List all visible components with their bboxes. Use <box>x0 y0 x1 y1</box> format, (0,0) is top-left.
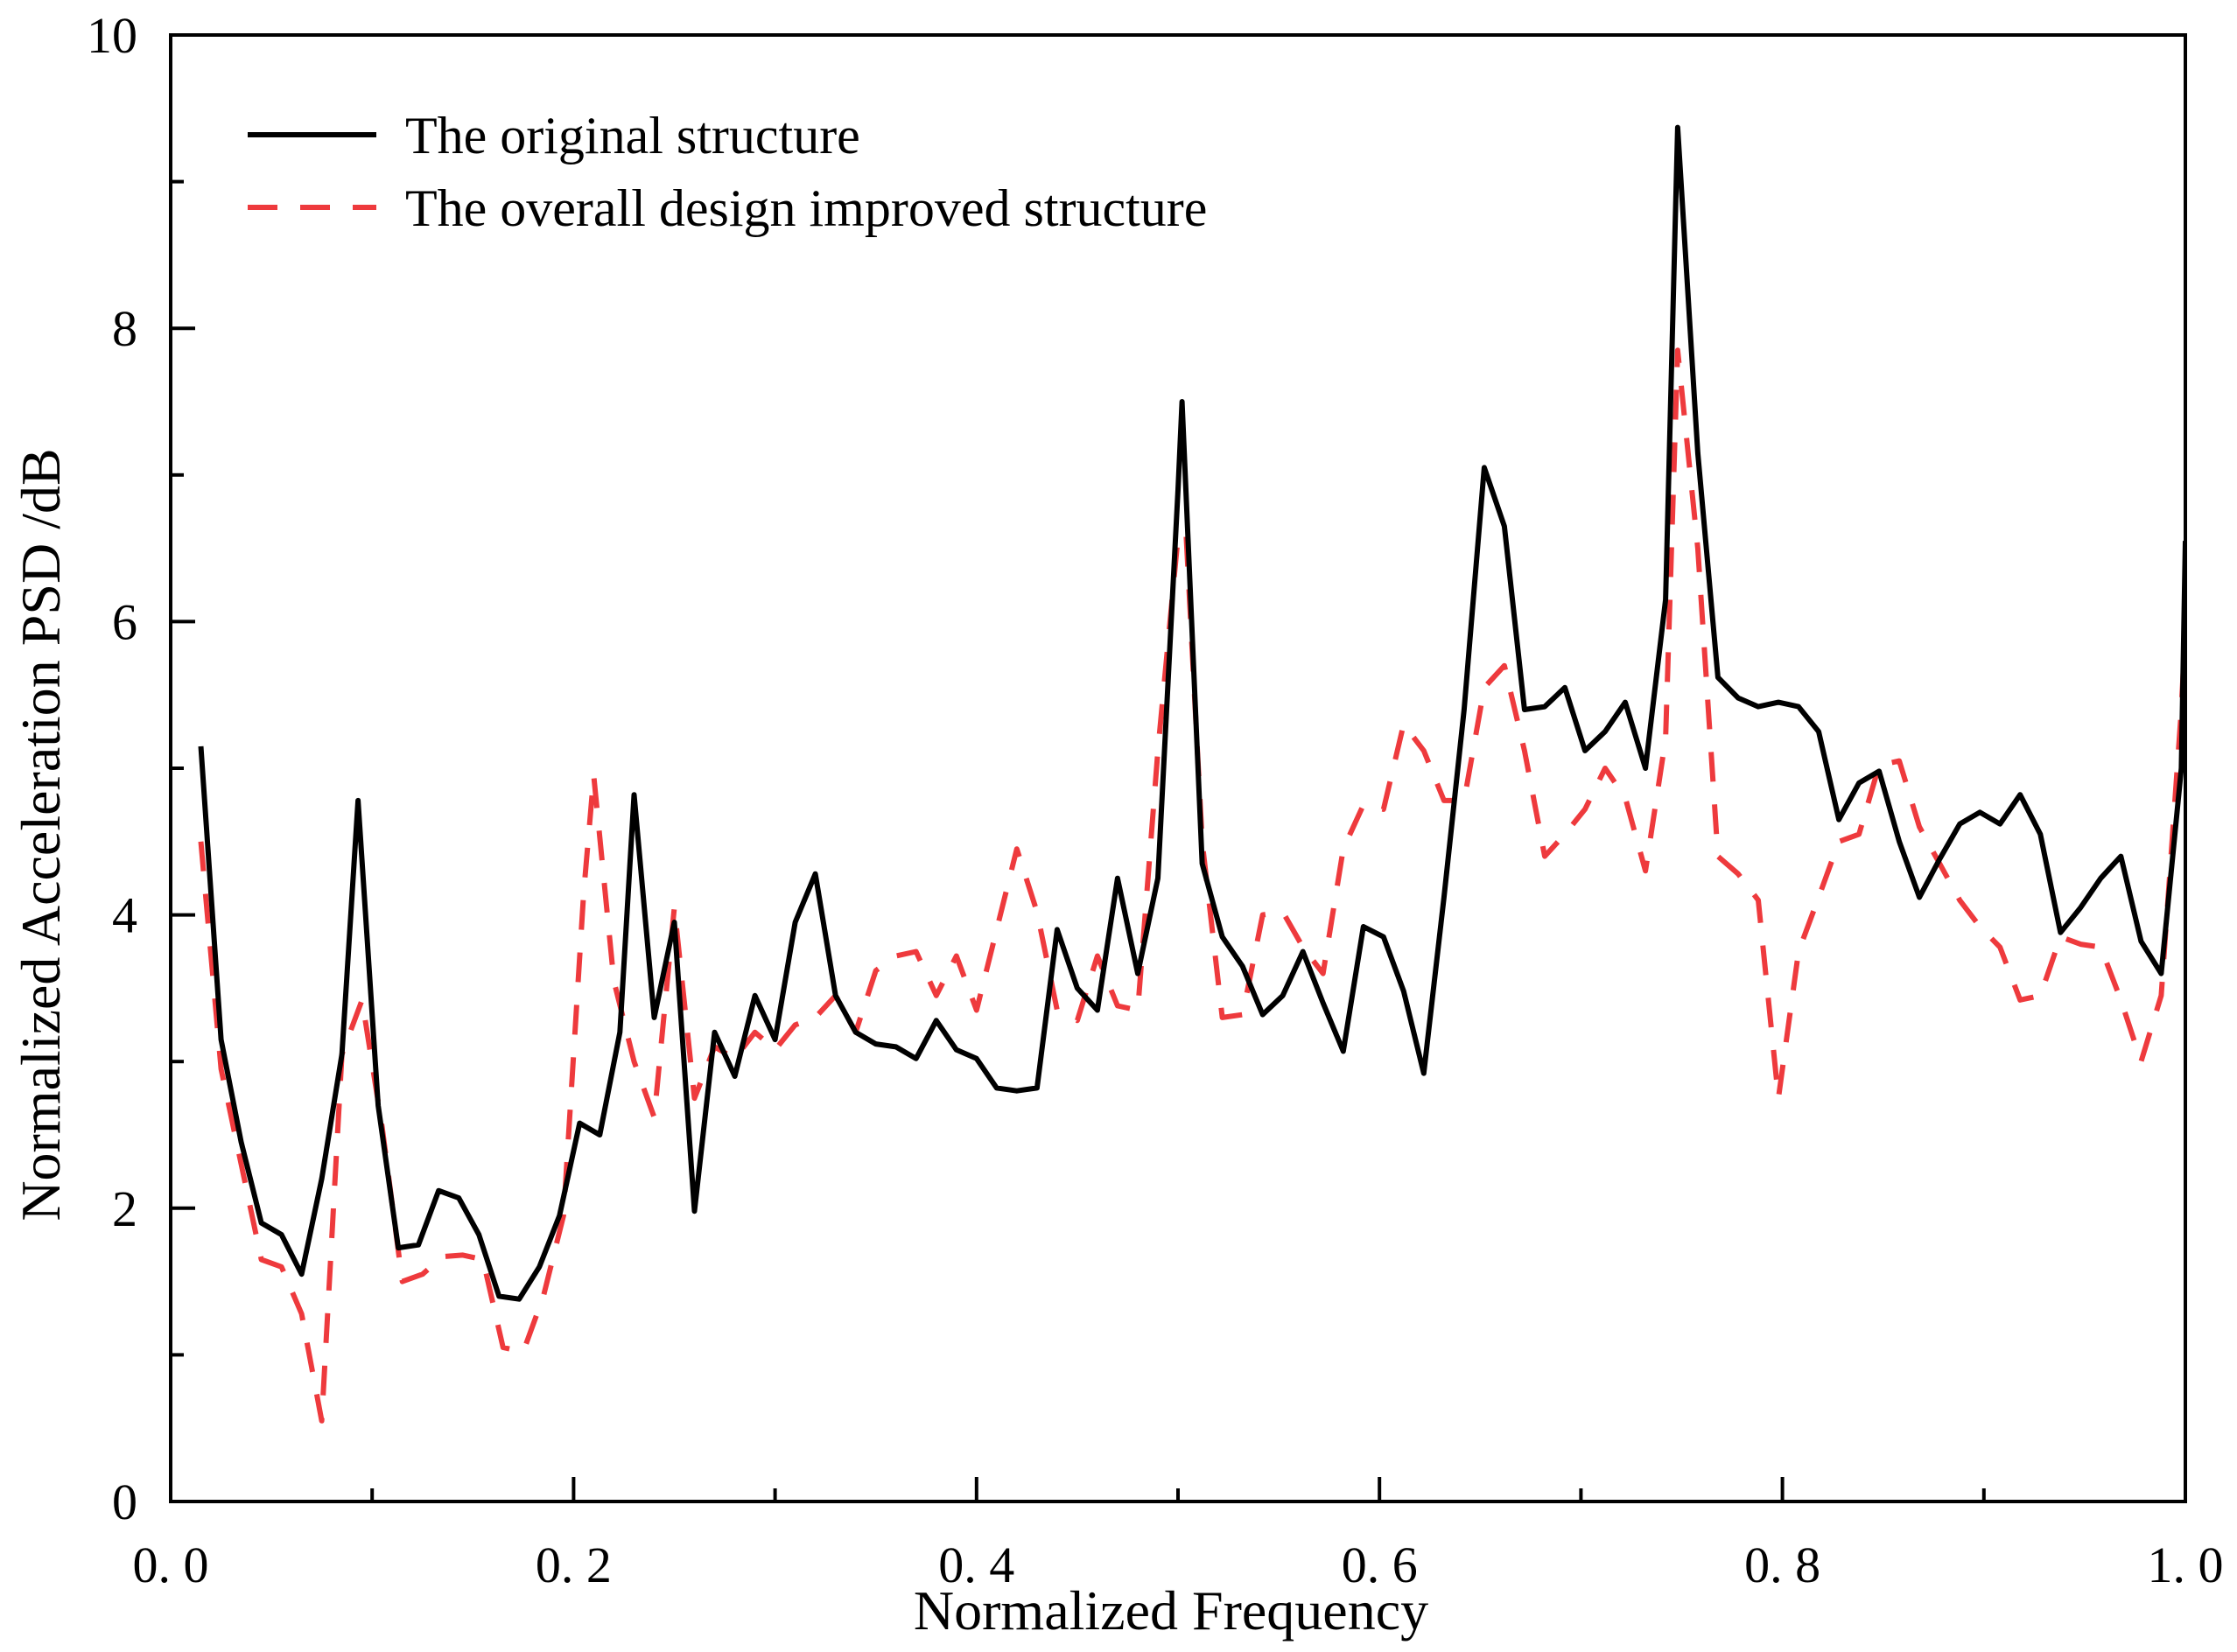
x-tick-label: 0. 8 <box>1744 1536 1820 1593</box>
x-tick-label: 0. 4 <box>938 1536 1014 1593</box>
series-line-original <box>198 124 2185 1302</box>
x-axis-title: Normalized Frequency <box>914 1579 1428 1642</box>
x-tick-label: 1. 0 <box>2148 1536 2224 1593</box>
series-group <box>198 124 2185 1424</box>
legend: The original structure The overall desig… <box>248 107 1207 237</box>
legend-label-original: The original structure <box>405 107 860 164</box>
y-tick-label: 0 <box>112 1474 137 1530</box>
y-tick-label: 4 <box>112 887 137 944</box>
y-tick-label: 8 <box>112 300 137 357</box>
x-tick-label: 0. 0 <box>133 1536 209 1593</box>
y-axis-title: Normalized Acceleration PSD /dB <box>10 448 72 1221</box>
y-tick-label: 10 <box>87 7 137 64</box>
tick-labels: 0. 0 0. 2 0. 4 0. 6 0. 8 1. 0 0 2 4 6 8 10 <box>87 7 2224 1593</box>
x-tick-label: 0. 6 <box>1342 1536 1418 1593</box>
plot-frame <box>169 33 2187 1503</box>
y-tick-label: 6 <box>112 593 137 650</box>
x-tick-label: 0. 2 <box>536 1536 612 1593</box>
legend-label-improved: The overall design improved structure <box>405 179 1207 237</box>
series-line-improved <box>198 347 2185 1424</box>
axis-ticks <box>169 33 2187 1503</box>
y-tick-label: 2 <box>112 1180 137 1237</box>
